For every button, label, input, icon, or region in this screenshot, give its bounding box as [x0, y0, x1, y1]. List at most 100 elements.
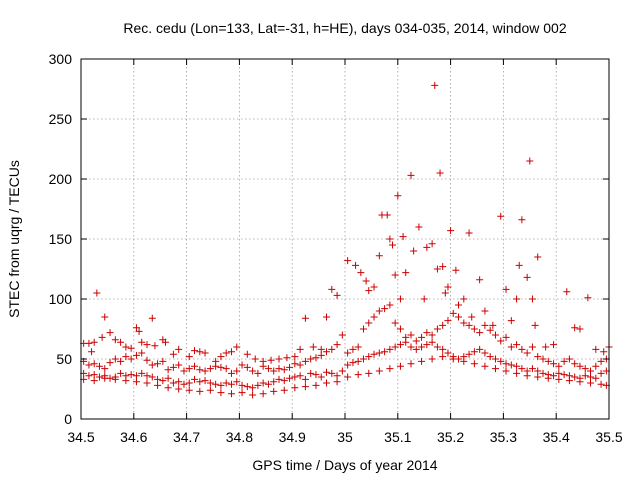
data-point [352, 261, 360, 269]
data-point [344, 257, 352, 265]
data-point [439, 321, 447, 329]
data-point [154, 360, 162, 368]
data-point [418, 333, 426, 341]
data-point [333, 372, 341, 380]
data-point [333, 378, 341, 386]
data-point [449, 355, 457, 363]
data-point [138, 369, 146, 377]
data-point [465, 321, 473, 329]
data-point [328, 345, 336, 353]
data-point [597, 380, 605, 388]
data-point [161, 338, 169, 346]
data-point [481, 321, 489, 329]
data-point [159, 377, 167, 385]
data-point [523, 349, 531, 357]
data-point [502, 285, 510, 293]
data-point [410, 247, 418, 255]
data-point [280, 366, 288, 374]
data-point [238, 381, 246, 389]
data-point [328, 369, 336, 377]
data-point [486, 326, 494, 334]
data-point [407, 171, 415, 179]
chart-title: Rec. cedu (Lon=133, Lat=-31, h=HE), days… [123, 20, 566, 36]
data-point [491, 365, 499, 373]
data-point [513, 295, 521, 303]
data-point [217, 389, 225, 397]
data-point [383, 211, 391, 219]
data-point [470, 325, 478, 333]
data-point [386, 345, 394, 353]
data-point [312, 381, 320, 389]
data-point [95, 362, 103, 370]
x-tick-label: 35 [337, 429, 353, 445]
data-point [148, 373, 156, 381]
data-point [544, 357, 552, 365]
data-point [312, 371, 320, 379]
data-point [344, 349, 352, 357]
data-point [581, 365, 589, 373]
data-point [122, 343, 130, 351]
data-point [90, 338, 98, 346]
x-tick-label: 35.4 [543, 429, 570, 445]
data-point [196, 366, 204, 374]
data-point [283, 354, 291, 362]
data-point [122, 353, 130, 361]
data-point [138, 349, 146, 357]
data-point [301, 357, 309, 365]
data-point [381, 348, 389, 356]
data-point [180, 367, 188, 375]
data-point [396, 325, 404, 333]
data-point [222, 349, 230, 357]
data-point [132, 324, 140, 332]
data-point [428, 240, 436, 248]
data-point [275, 355, 283, 363]
data-point [254, 381, 262, 389]
data-point [587, 379, 595, 387]
data-point [489, 321, 497, 329]
data-point [85, 339, 93, 347]
data-point [88, 348, 96, 356]
data-point [243, 350, 251, 358]
data-point [526, 157, 534, 165]
data-point [476, 276, 484, 284]
data-point [301, 375, 309, 383]
data-point [227, 369, 235, 377]
data-point [576, 378, 584, 386]
data-point [412, 337, 420, 345]
data-point [291, 373, 299, 381]
data-point [502, 367, 510, 375]
data-point [600, 348, 608, 356]
data-point [550, 341, 558, 349]
data-point [375, 367, 383, 375]
data-point [196, 378, 204, 386]
data-point [497, 357, 505, 365]
data-point [101, 313, 109, 321]
data-point [428, 338, 436, 346]
data-point [206, 386, 214, 394]
data-point [433, 325, 441, 333]
data-point [238, 361, 246, 369]
data-point [323, 348, 331, 356]
data-point [357, 269, 365, 277]
data-point [528, 365, 536, 373]
data-point [222, 379, 230, 387]
data-point [164, 384, 172, 392]
data-point [391, 271, 399, 279]
data-point [431, 81, 439, 89]
data-point [323, 368, 331, 376]
data-point [259, 390, 267, 398]
data-point [344, 361, 352, 369]
data-point [85, 372, 93, 380]
data-point [169, 379, 177, 387]
y-tick-label: 100 [49, 291, 73, 307]
y-tick-label: 250 [49, 111, 73, 127]
data-point [354, 371, 362, 379]
data-point [381, 305, 389, 313]
data-point [212, 362, 220, 370]
data-point [212, 380, 220, 388]
data-point [354, 343, 362, 351]
y-tick-label: 200 [49, 171, 73, 187]
data-point [391, 319, 399, 327]
data-point [175, 385, 183, 393]
data-point [191, 375, 199, 383]
